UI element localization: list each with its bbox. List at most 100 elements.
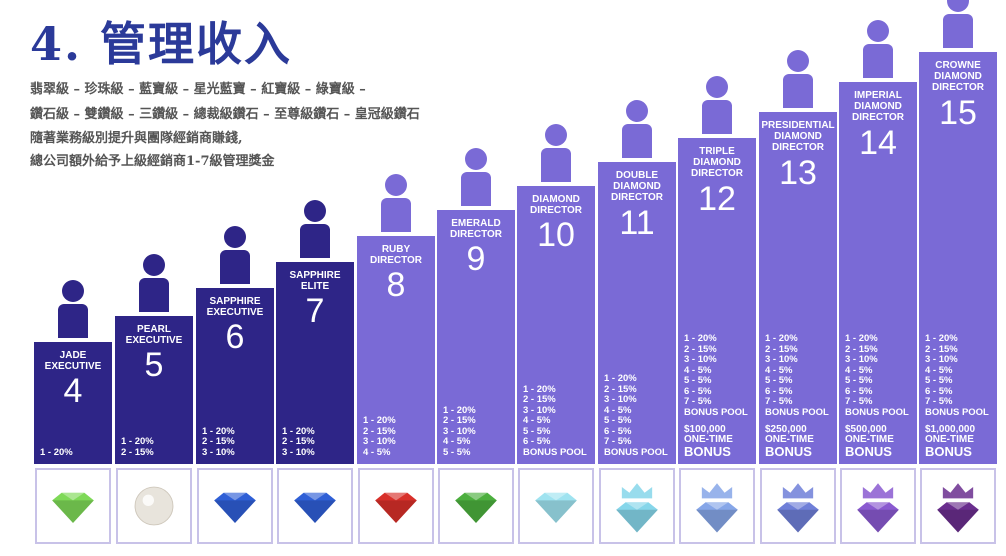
rank-rates: 1 - 20% 2 - 15% 3 - 10% 4 - 5% 5 - 5% 6 - 5% 7… bbox=[925, 333, 995, 418]
bonus-one-time: ONE-TIME bbox=[684, 434, 733, 445]
person-head bbox=[947, 0, 969, 12]
person-torso bbox=[783, 74, 813, 108]
person-icon bbox=[697, 76, 737, 138]
rank-bar: JADE EXECUTIVE 4 1 - 20% bbox=[34, 342, 112, 464]
description-line-3: 隨著業務級別提升與團隊經銷商賺錢, bbox=[30, 131, 243, 146]
rate-line: 5 - 5% bbox=[765, 375, 793, 386]
rank-title: JADE EXECUTIVE bbox=[44, 350, 102, 372]
rate-line: 1 - 20% bbox=[202, 425, 235, 437]
rank-bar: TRIPLE DIAMOND DIRECTOR 12 $100,000 ONE-TIM… bbox=[678, 138, 756, 464]
rate-line: 5 - 5% bbox=[604, 415, 632, 426]
person-head bbox=[545, 124, 567, 146]
rate-line: 3 - 10% bbox=[282, 446, 315, 458]
rate-line: 3 - 10% bbox=[202, 446, 235, 458]
person-torso bbox=[943, 14, 973, 48]
rate-line: 2 - 15% bbox=[363, 425, 396, 437]
rank-bar: DIAMOND DIRECTOR 10 1 - 20% 2 - 15% 3 - 10% 4… bbox=[517, 186, 595, 464]
page-title: 4. 管理收入 bbox=[30, 17, 293, 71]
rate-line: 4 - 5% bbox=[925, 364, 953, 376]
rate-line: 2 - 15% bbox=[443, 415, 476, 426]
rate-line: 6 - 5% bbox=[845, 385, 873, 397]
description-line-2: 鑽石級 – 雙鑽級 – 三鑽級 – 總裁級鑽石 – 至尊級鑽石 – 皇冠級鑽石 bbox=[30, 107, 420, 122]
rank-bar: PRESIDENTIAL DIAMOND DIRECTOR 13 $250,000 O… bbox=[759, 112, 837, 464]
description-line-1: 翡翠級 – 珍珠級 – 藍寶級 – 星光藍寶 – 紅寶級 – 綠寶級 – bbox=[30, 82, 366, 97]
person-icon bbox=[778, 50, 818, 112]
person-head bbox=[385, 174, 407, 196]
person-torso bbox=[381, 198, 411, 232]
rate-line: BONUS POOL bbox=[765, 406, 829, 418]
person-icon bbox=[295, 200, 335, 262]
rate-line: 1 - 20% bbox=[40, 446, 73, 458]
person-torso bbox=[58, 304, 88, 338]
rank-rates: 1 - 20% 2 - 15% 3 - 10% 4 - 5% 5 - 5% 6 - 5% 7… bbox=[604, 373, 674, 458]
rate-line: 3 - 10% bbox=[443, 425, 476, 437]
rank-rates: 1 - 20% 2 - 15% 3 - 10% 4 - 5% 5 - 5% 6 - 5% 7… bbox=[845, 333, 915, 418]
rank-rates: 1 - 20% 2 - 15% 3 - 10% bbox=[282, 425, 352, 459]
rank-title: DIAMOND DIRECTOR bbox=[529, 194, 583, 216]
rate-line: 1 - 20% bbox=[121, 436, 154, 447]
rank-column-6: SAPPHIRE EXECUTIVE 6 1 - 20% 2 - 15% 3 - 10% bbox=[196, 226, 274, 464]
person-head bbox=[465, 148, 487, 170]
person-icon bbox=[858, 20, 898, 82]
rank-bar: EMERALD DIRECTOR 9 1 - 20% 2 - 15% 3 - 10% 4 … bbox=[437, 210, 515, 464]
rate-line: 4 - 5% bbox=[845, 364, 873, 376]
person-icon bbox=[215, 226, 255, 288]
rank-rates: 1 - 20% 2 - 15% 3 - 10% 4 - 5% 5 - 5% 6 - 5% 7… bbox=[684, 333, 754, 418]
rank-title: SAPPHIRE ELITE bbox=[289, 270, 341, 292]
rate-line: 2 - 15% bbox=[604, 383, 637, 395]
person-head bbox=[224, 226, 246, 248]
rate-line: BONUS POOL bbox=[604, 446, 668, 458]
person-torso bbox=[139, 278, 169, 312]
rate-line: 7 - 5% bbox=[765, 396, 793, 407]
diamond-gem-icon bbox=[518, 468, 594, 544]
rate-line: BONUS POOL bbox=[845, 406, 909, 418]
rate-line: BONUS POOL bbox=[523, 446, 587, 458]
rank-rates: 1 - 20% 2 - 15% 3 - 10% 4 - 5% bbox=[363, 415, 433, 458]
rank-rates: 1 - 20% bbox=[40, 446, 110, 459]
rank-number: 15 bbox=[939, 94, 977, 132]
rate-line: 1 - 20% bbox=[443, 404, 476, 416]
rank-title: PEARL EXECUTIVE bbox=[125, 324, 183, 346]
rank-rates: 1 - 20% 2 - 15% bbox=[121, 436, 191, 458]
rank-title: RUBY DIRECTOR bbox=[369, 244, 423, 266]
rate-line: 1 - 20% bbox=[604, 373, 637, 384]
rank-column-12: TRIPLE DIAMOND DIRECTOR 12 $100,000 ONE-TIM… bbox=[678, 76, 756, 464]
person-head bbox=[867, 20, 889, 42]
rate-line: 2 - 15% bbox=[282, 436, 315, 447]
person-icon bbox=[456, 148, 496, 210]
rate-line: 6 - 5% bbox=[523, 436, 551, 447]
rank-rates: 1 - 20% 2 - 15% 3 - 10% 4 - 5% 5 - 5% 6 - 5% 7… bbox=[765, 333, 835, 418]
person-icon bbox=[134, 254, 174, 316]
person-torso bbox=[541, 148, 571, 182]
triple-diamond-crown-icon bbox=[679, 468, 755, 544]
bonus-one-time: ONE-TIME bbox=[845, 434, 894, 445]
rank-rates: 1 - 20% 2 - 15% 3 - 10% 4 - 5% 5 - 5% bbox=[443, 404, 513, 459]
rank-title: CROWNE DIAMOND DIRECTOR bbox=[931, 60, 985, 93]
bonus-word: BONUS bbox=[684, 444, 731, 459]
rank-title: IMPERIAL DIAMOND DIRECTOR bbox=[851, 90, 905, 123]
rate-line: 1 - 20% bbox=[765, 333, 798, 344]
one-time-bonus: $100,000 ONE-TIME BONUS bbox=[684, 425, 754, 459]
rate-line: 6 - 5% bbox=[604, 425, 632, 437]
rate-line: 7 - 5% bbox=[925, 396, 953, 407]
rate-line: 5 - 5% bbox=[845, 375, 873, 386]
rate-line: 3 - 10% bbox=[845, 354, 878, 365]
rank-column-9: EMERALD DIRECTOR 9 1 - 20% 2 - 15% 3 - 10% 4 … bbox=[437, 148, 515, 464]
ruby-gem-icon bbox=[358, 468, 434, 544]
rate-line: 3 - 10% bbox=[765, 354, 798, 365]
person-head bbox=[143, 254, 165, 276]
rate-line: BONUS POOL bbox=[684, 406, 748, 418]
rate-line: 3 - 10% bbox=[925, 354, 958, 365]
bonus-one-time: ONE-TIME bbox=[765, 434, 814, 445]
rate-line: 1 - 20% bbox=[282, 425, 315, 437]
person-head bbox=[62, 280, 84, 302]
rank-rates: 1 - 20% 2 - 15% 3 - 10% bbox=[202, 425, 272, 459]
person-icon bbox=[617, 100, 657, 162]
rate-line: 3 - 10% bbox=[523, 404, 556, 416]
rank-rates: 1 - 20% 2 - 15% 3 - 10% 4 - 5% 5 - 5% 6 - 5% B… bbox=[523, 384, 593, 459]
person-head bbox=[626, 100, 648, 122]
presidential-diamond-crown-icon bbox=[760, 468, 836, 544]
sapphire-gem-icon bbox=[197, 468, 273, 544]
rank-bar: RUBY DIRECTOR 8 1 - 20% 2 - 15% 3 - 10% 4 - 5… bbox=[357, 236, 435, 464]
rate-line: 2 - 15% bbox=[523, 394, 556, 405]
